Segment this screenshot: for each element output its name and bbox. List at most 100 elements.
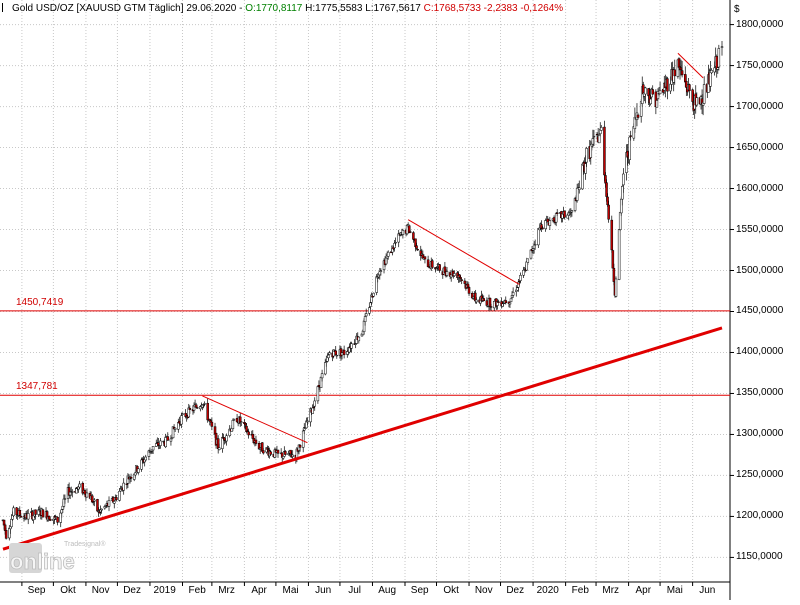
candle-body xyxy=(586,148,588,162)
candle-body xyxy=(431,261,433,268)
candle-body xyxy=(387,252,389,256)
candle-body xyxy=(115,497,117,499)
candle-body xyxy=(416,246,418,249)
x-tick-label: Jul xyxy=(348,585,361,596)
candle-body xyxy=(49,519,51,520)
logo-wordmark: online xyxy=(10,549,75,574)
candle-body xyxy=(282,456,284,458)
candle-body xyxy=(439,265,441,271)
candle-body xyxy=(233,419,235,420)
candle-body xyxy=(453,273,455,275)
candle-body xyxy=(417,249,419,250)
x-tick-label: Mai xyxy=(283,585,299,596)
candle-body xyxy=(600,127,602,130)
candle-body xyxy=(20,516,22,517)
level-label: 1347,781 xyxy=(16,381,58,392)
candle-body xyxy=(630,136,632,137)
candle-body xyxy=(534,244,536,245)
candle-body xyxy=(335,351,337,355)
y-tick-label: 1550,0000 xyxy=(736,224,783,235)
x-tick-label: Nov xyxy=(92,585,110,596)
candle-body xyxy=(321,374,323,378)
candle-body xyxy=(527,259,529,263)
y-tick-label: 1400,0000 xyxy=(736,346,783,357)
candle-body xyxy=(652,90,654,95)
candle-body xyxy=(711,70,713,73)
candle-body xyxy=(226,436,228,441)
candle-body xyxy=(180,416,182,424)
x-tick-label: Aug xyxy=(378,585,396,596)
candle-body xyxy=(718,48,720,67)
candle-body xyxy=(681,71,683,75)
y-tick-label: 1700,0000 xyxy=(736,101,783,112)
candle-body xyxy=(644,88,646,94)
candle-body xyxy=(622,174,624,185)
candle-body xyxy=(35,510,37,515)
candle-body xyxy=(564,211,566,217)
logo-sub: Tradesignal® xyxy=(64,540,106,548)
close-value: C:1768,5733 xyxy=(424,3,481,14)
x-tick-label: Dez xyxy=(506,585,524,596)
currency-label: $ xyxy=(734,4,740,15)
candle-body xyxy=(650,99,652,104)
candle-body xyxy=(299,445,301,447)
candle-body xyxy=(571,211,573,212)
x-tick-label: Mai xyxy=(667,585,683,596)
candle-body xyxy=(365,314,367,316)
candle-body xyxy=(696,98,698,105)
candle-body xyxy=(464,281,466,284)
candle-body xyxy=(130,477,132,478)
candle-body xyxy=(93,500,95,501)
candle-body xyxy=(262,450,264,453)
candle-body xyxy=(113,501,115,503)
candle-body xyxy=(611,220,613,250)
candle-body xyxy=(181,414,183,415)
candle-body xyxy=(64,499,66,500)
candle-body xyxy=(101,509,103,510)
candle-body xyxy=(556,213,558,214)
candle-body xyxy=(71,492,73,493)
candle-body xyxy=(204,404,206,405)
candle-body xyxy=(277,450,279,453)
candle-body xyxy=(328,353,330,354)
y-tick-label: 1800,0000 xyxy=(736,19,783,30)
candle-body xyxy=(123,483,125,490)
candle-body xyxy=(703,85,705,104)
candle-body xyxy=(593,136,595,137)
candle-body xyxy=(314,401,316,406)
candle-body xyxy=(497,302,499,303)
candle-body xyxy=(86,493,88,497)
candle-body xyxy=(327,355,329,358)
candle-body xyxy=(461,280,463,281)
high-value: H:1775,5583 xyxy=(305,3,362,14)
candle-body xyxy=(656,100,658,107)
candle-body xyxy=(270,452,272,455)
candle-body xyxy=(108,500,110,506)
candle-body xyxy=(613,268,615,281)
change-pct-value: -0,1264% xyxy=(520,3,563,14)
candle-body xyxy=(306,421,308,422)
candle-body xyxy=(674,70,676,76)
y-tick-label: 1500,0000 xyxy=(736,265,783,276)
candle-body xyxy=(211,422,213,426)
candle-body xyxy=(468,287,470,293)
candle-body xyxy=(341,353,343,355)
candle-body xyxy=(174,428,176,429)
candle-body xyxy=(578,188,580,190)
y-tick-label: 1250,0000 xyxy=(736,469,783,480)
candle-body xyxy=(402,230,404,234)
x-tick-label: Feb xyxy=(572,585,589,596)
candle-body xyxy=(409,232,411,233)
candle-body xyxy=(537,229,539,245)
candle-body xyxy=(490,307,492,308)
open-value: O:1770,8117 xyxy=(245,3,302,14)
candle-body xyxy=(159,441,161,446)
candle-body xyxy=(16,508,18,515)
candle-body xyxy=(395,242,397,243)
candle-body xyxy=(145,457,147,460)
candle-body xyxy=(189,408,191,409)
x-tick-label: 2020 xyxy=(537,585,559,596)
candle-body xyxy=(79,484,81,487)
candle-body xyxy=(505,301,507,303)
